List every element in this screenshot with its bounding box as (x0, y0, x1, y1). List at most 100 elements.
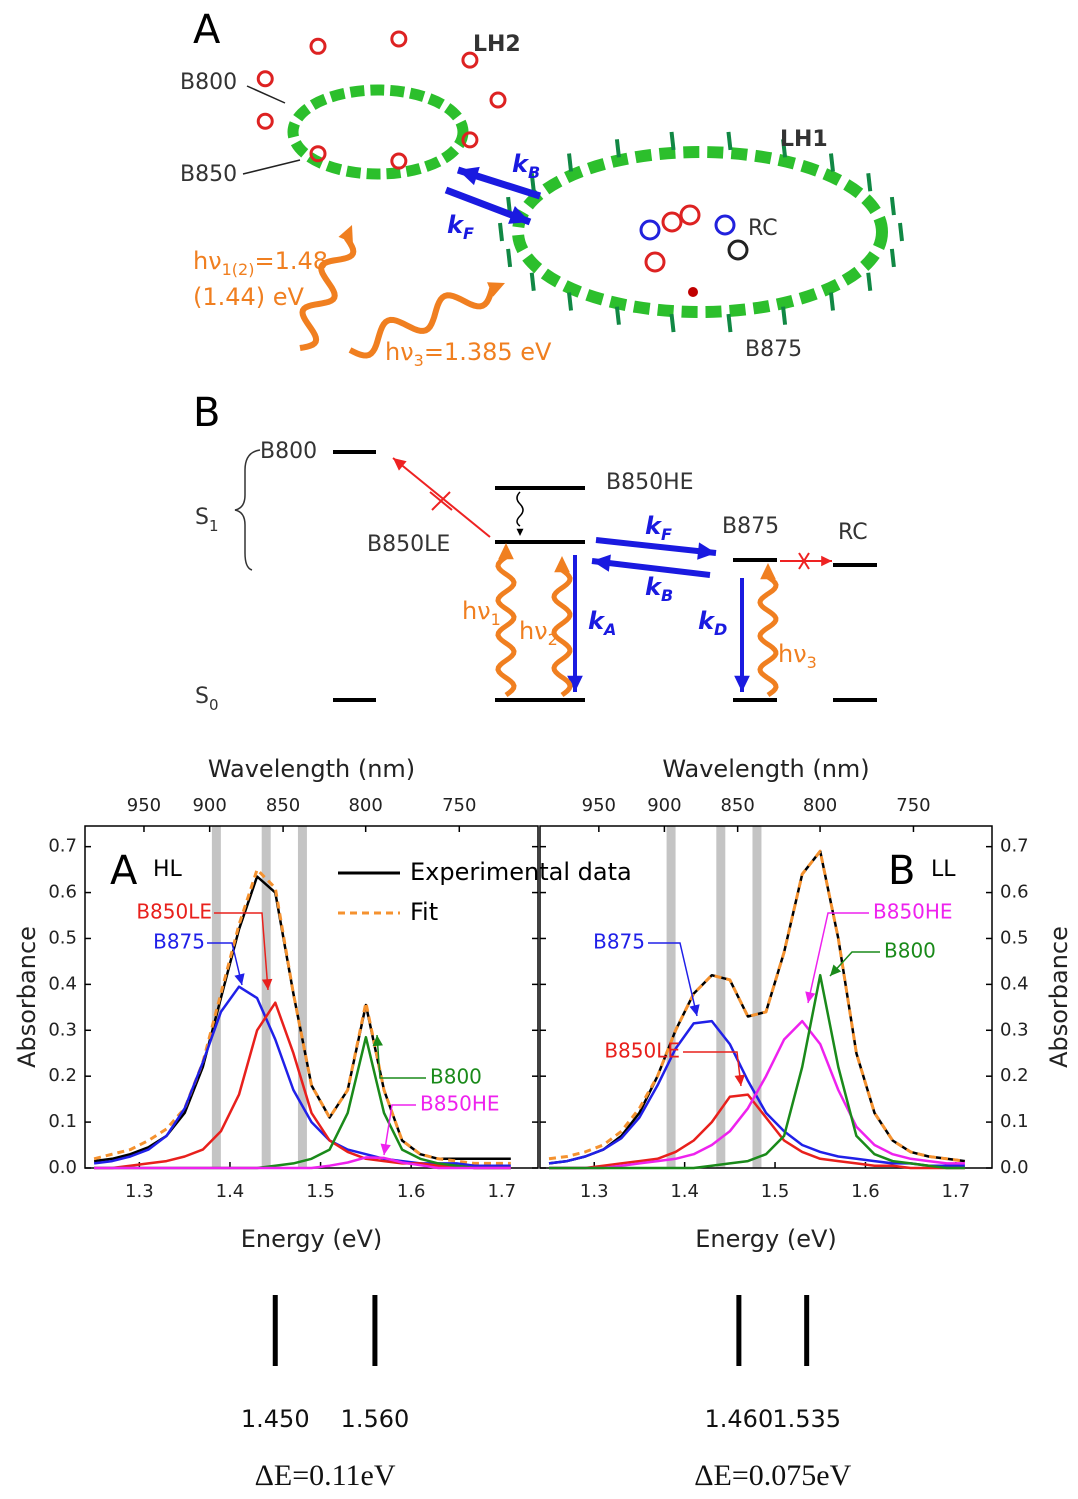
photon-sub: 1(2) (222, 260, 255, 279)
x2-axis-title: Wavelength (nm) (662, 755, 869, 783)
arrow (648, 942, 698, 1017)
pigment (529, 272, 536, 291)
data-line (549, 973, 965, 1170)
arrow (383, 1104, 416, 1156)
rc-dot (688, 287, 698, 297)
pigment (614, 306, 621, 325)
rate-label: kA (588, 607, 616, 639)
x2-tick-label: 850 (720, 795, 754, 816)
y-tick-label: 0.7 (1000, 836, 1029, 857)
pigment (781, 306, 788, 325)
y-tick-label: 0.6 (48, 882, 77, 903)
level-label: B850LE (367, 532, 450, 557)
pigment (726, 131, 733, 151)
block-cross (429, 491, 453, 511)
photon-arrow (757, 574, 779, 698)
component-label: B875 (153, 930, 205, 954)
x2-axis-title: Wavelength (nm) (208, 755, 415, 783)
panel-letter: A (193, 7, 221, 53)
arrow (214, 912, 269, 991)
y-tick-label: 0.1 (1000, 1111, 1029, 1132)
y-tick-label: 0.2 (1000, 1065, 1029, 1086)
arrow (376, 1034, 426, 1079)
pigment (256, 70, 274, 88)
pigment (714, 214, 736, 236)
rate-symbol: k (645, 512, 663, 540)
state-label: S0 (195, 684, 219, 714)
photon-arrow (551, 567, 573, 698)
x2-tick-label: 750 (896, 795, 930, 816)
rate-sub: D (714, 620, 727, 639)
x-tick-label: 1.3 (125, 1181, 154, 1202)
splitting-label: ΔE=0.075eV (694, 1459, 851, 1492)
data-line (94, 1156, 511, 1170)
y-tick-label: 0.1 (48, 1111, 77, 1132)
x-tick-label: 1.4 (670, 1181, 699, 1202)
component-label: B800 (884, 939, 936, 963)
molecular-rings (256, 30, 904, 333)
x2-tick-label: 900 (647, 795, 681, 816)
pigment (727, 239, 749, 261)
y-axis-title: Absorbance (1045, 926, 1073, 1068)
rate-symbol: k (698, 607, 716, 635)
x-tick-label: 1.5 (761, 1181, 790, 1202)
x2-tick-label: 950 (127, 795, 161, 816)
component-label: B850LE (604, 1039, 680, 1063)
panel-letter: B (193, 390, 220, 436)
arrow-head (760, 563, 776, 580)
legend-label: Experimental data (410, 858, 632, 886)
pigment (614, 139, 621, 158)
arrow-head (234, 973, 245, 985)
y-tick-label: 0.4 (48, 973, 77, 994)
photon-sub: 3 (414, 351, 424, 370)
photon-label: hν3=1.385 eV (385, 338, 552, 370)
y-tick-label: 0.3 (1000, 1019, 1029, 1040)
arrow-head (498, 543, 514, 560)
rate-sub: F (463, 224, 474, 243)
state-label: S1 (195, 505, 219, 535)
photon-arrow (348, 287, 495, 359)
arrow-head (830, 964, 842, 976)
arrow-head (567, 675, 583, 692)
photon-symbol: hν (193, 247, 222, 275)
x-tick-label: 1.7 (942, 1181, 971, 1202)
component-label: B875 (593, 930, 645, 954)
y-tick-label: 0.4 (1000, 973, 1029, 994)
b850-label: B850 (180, 162, 237, 187)
pigment (669, 131, 676, 151)
pigment (567, 153, 574, 172)
x-tick-label: 1.7 (487, 1181, 516, 1202)
arrow-head (458, 166, 480, 186)
peak-label: 1.460 (705, 1405, 774, 1433)
arrow (683, 1051, 742, 1087)
panel-letter: B (888, 848, 915, 894)
photon-arrow (495, 554, 517, 698)
photon-energy: =1.385 eV (424, 338, 552, 366)
pigment (644, 251, 666, 273)
component-label: B850HE (873, 900, 953, 924)
rate-label: kB (645, 573, 673, 605)
pigment (309, 145, 327, 163)
pigment (498, 222, 504, 242)
relaxation (516, 491, 524, 527)
arrow (595, 537, 717, 556)
component-label: B850HE (420, 1092, 500, 1116)
fit-line (548, 849, 966, 1163)
photon-sub: 1 (491, 610, 501, 629)
arrow-head (592, 554, 611, 572)
photon-energy: =1.48 (254, 247, 328, 275)
arrow (829, 951, 880, 977)
x2-tick-label: 750 (442, 795, 476, 816)
b875-label: B875 (745, 337, 802, 362)
data-line (94, 1001, 511, 1170)
chart: 0.0 0.1 0.2 0.3 0.4 0.5 0.6 0.7 Absorbance 1.3 1.4… (13, 755, 632, 1492)
y-tick-label: 0.3 (48, 1019, 77, 1040)
rate-symbol: k (447, 211, 465, 239)
photon-label: (1.44) eV (193, 283, 305, 311)
x-tick-label: 1.5 (306, 1181, 335, 1202)
pigment (866, 173, 873, 192)
pigment (489, 91, 507, 109)
pigment (679, 204, 701, 226)
arrow-head (734, 1074, 745, 1086)
arrow-head (487, 282, 505, 297)
